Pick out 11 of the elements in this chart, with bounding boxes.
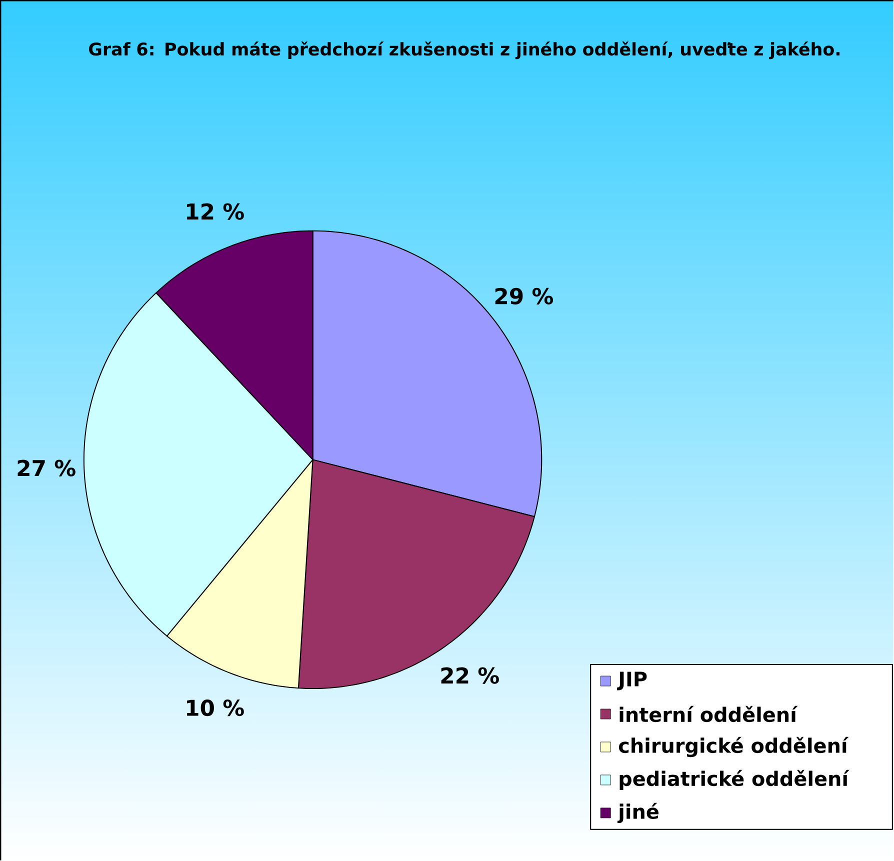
legend-label: pediatrické oddělení: [620, 770, 850, 790]
legend-label: jiné: [617, 802, 658, 824]
legend-label: interní oddělení: [620, 706, 798, 722]
data-label: 27 %: [18, 460, 76, 476]
legend-label: JIP: [616, 672, 647, 690]
data-label: 29 %: [495, 288, 553, 304]
data-label: 12 %: [187, 203, 244, 220]
legend-label: chirurgické oddělení: [618, 736, 849, 758]
data-label: 22 %: [441, 667, 499, 684]
data-label: 10 %: [187, 700, 244, 716]
chart-title: Graf 6: Pokud máte předchozí zkušenosti z jiného oddělení, uveďte z jakého.: [89, 41, 840, 60]
